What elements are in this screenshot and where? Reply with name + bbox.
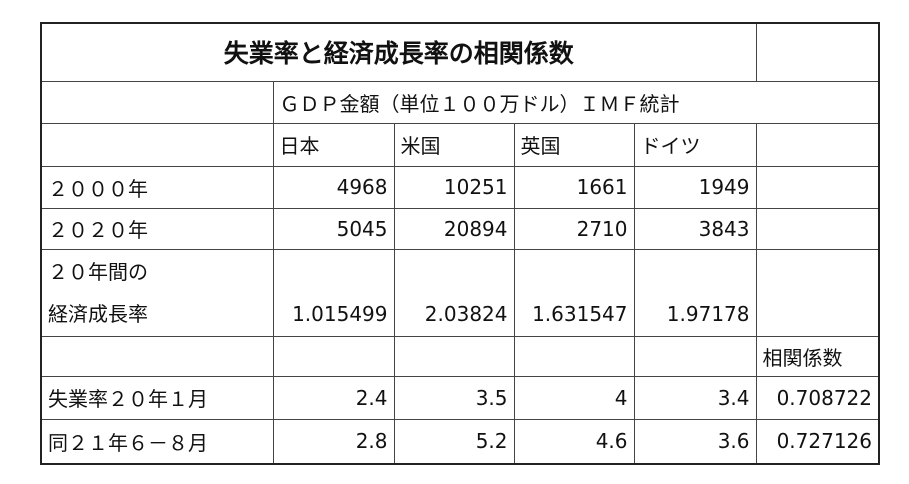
unemployment-value: 2.4 xyxy=(272,375,395,420)
table-row: 失業率と経済成長率の相関係数 xyxy=(40,22,880,82)
empty-cell xyxy=(272,335,395,377)
table-row: 相関係数 xyxy=(40,335,880,377)
correlation-value: 0.727126 xyxy=(755,418,880,465)
growth-value: 2.03824 xyxy=(393,248,515,337)
gdp-value: 2710 xyxy=(513,207,635,250)
correlation-value: 0.708722 xyxy=(755,375,880,420)
empty-cell xyxy=(513,335,635,377)
label-line: 経済成長率 xyxy=(48,301,148,326)
gdp-value: 1661 xyxy=(513,165,635,209)
growth-value: 1.015499 xyxy=(272,248,395,337)
empty-cell xyxy=(633,335,757,377)
row-label: 同２１年６－８月 xyxy=(40,418,274,465)
empty-cell xyxy=(755,248,880,337)
table-row: 失業率２０年１月 2.4 3.5 4 3.4 0.708722 xyxy=(40,375,880,420)
empty-cell xyxy=(755,165,880,209)
gdp-value: 20894 xyxy=(393,207,515,250)
table-row: ２０００年 4968 10251 1661 1949 xyxy=(40,165,880,209)
unemployment-value: 2.8 xyxy=(272,418,395,465)
country-header: ドイツ xyxy=(633,122,757,167)
table-row: ＧＤＰ金額（単位１００万ドル）ＩＭＦ統計 xyxy=(40,80,880,124)
country-header: 日本 xyxy=(272,122,395,167)
gdp-value: 10251 xyxy=(393,165,515,209)
empty-cell xyxy=(40,80,274,124)
country-header: 英国 xyxy=(513,122,635,167)
unemployment-value: 4.6 xyxy=(513,418,635,465)
empty-cell xyxy=(755,22,880,82)
gdp-header: ＧＤＰ金額（単位１００万ドル）ＩＭＦ統計 xyxy=(272,80,880,124)
empty-cell xyxy=(755,122,880,167)
empty-cell xyxy=(755,207,880,250)
unemployment-value: 3.6 xyxy=(633,418,757,465)
empty-cell xyxy=(40,122,274,167)
unemployment-value: 4 xyxy=(513,375,635,420)
table-row: ２０年間の 経済成長率 1.015499 2.03824 1.631547 1.97178 xyxy=(40,248,880,337)
gdp-value: 3843 xyxy=(633,207,757,250)
gdp-value: 1949 xyxy=(633,165,757,209)
data-table: 失業率と経済成長率の相関係数 ＧＤＰ金額（単位１００万ドル）ＩＭＦ統計 日本 米国 英国… xyxy=(40,22,880,465)
country-header: 米国 xyxy=(393,122,515,167)
row-label: ２０２０年 xyxy=(40,207,274,250)
unemployment-value: 5.2 xyxy=(393,418,515,465)
row-label: 失業率２０年１月 xyxy=(40,375,274,420)
table-row: 同２１年６－８月 2.8 5.2 4.6 3.6 0.727126 xyxy=(40,418,880,465)
table-title: 失業率と経済成長率の相関係数 xyxy=(40,22,757,82)
unemployment-value: 3.4 xyxy=(633,375,757,420)
row-label: ２０年間の経済成長率 xyxy=(40,248,274,337)
empty-cell xyxy=(393,335,515,377)
growth-value: 1.631547 xyxy=(513,248,635,337)
row-label: ２０００年 xyxy=(40,165,274,209)
growth-value: 1.97178 xyxy=(633,248,757,337)
unemployment-value: 3.5 xyxy=(393,375,515,420)
gdp-value: 5045 xyxy=(272,207,395,250)
correlation-header: 相関係数 xyxy=(755,335,880,377)
table-row: ２０２０年 5045 20894 2710 3843 xyxy=(40,207,880,250)
label-line: ２０年間の xyxy=(48,259,148,284)
gdp-value: 4968 xyxy=(272,165,395,209)
empty-cell xyxy=(40,335,274,377)
table-row: 日本 米国 英国 ドイツ xyxy=(40,122,880,167)
